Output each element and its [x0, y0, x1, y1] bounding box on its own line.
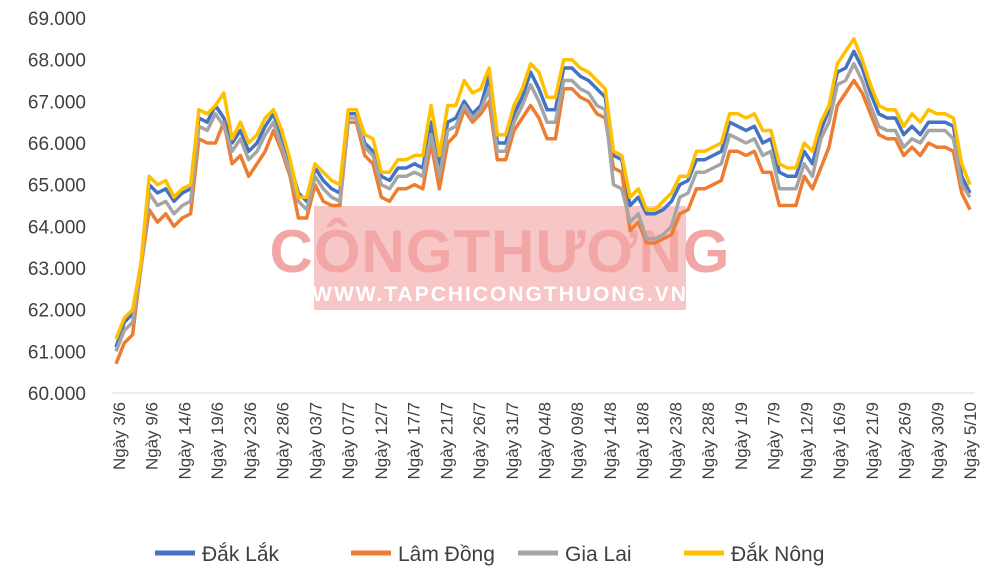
legend-label: Đắk Lắk: [202, 543, 280, 566]
x-tick-label: Ngày 31/7: [503, 402, 522, 480]
legend-label: Đắk Nông: [731, 543, 824, 566]
x-tick-label: Ngày 21/7: [437, 402, 456, 480]
x-tick-label: Ngày 14/6: [175, 402, 194, 480]
y-tick-label: 64.000: [28, 217, 86, 238]
x-tick-label: Ngày 16/9: [830, 402, 849, 480]
x-tick-label: Ngày 26/7: [470, 402, 489, 480]
series-line-3: [114, 37, 972, 340]
x-tick-label: Ngày 17/7: [405, 402, 424, 480]
x-tick-label: Ngày 04/8: [536, 402, 555, 480]
series-line-2: [114, 62, 972, 352]
x-tick-label: Ngày 09/8: [568, 402, 587, 480]
legend-label: Gia Lai: [565, 543, 632, 566]
series-line-0: [114, 49, 972, 348]
y-axis: 60.000 61.000 62.000 63.000 64.000 65.000 66.0…: [28, 9, 86, 405]
watermark-box: [314, 206, 686, 310]
y-tick-label: 67.000: [28, 92, 86, 113]
y-tick-label: 65.000: [28, 176, 86, 197]
x-tick-label: Ngày 19/6: [208, 402, 227, 480]
x-tick-label: Ngày 28/6: [274, 402, 293, 480]
legend: Đắk Lắk Lâm Đồng Gia Lai Đắk Nông: [155, 543, 824, 566]
y-tick-label: 60.000: [28, 384, 86, 405]
x-tick-label: Ngày 26/9: [896, 402, 915, 480]
watermark-url: WWW.TAPCHICONGTHUONG.VN: [312, 283, 688, 306]
x-tick-label: Ngày 3/6: [110, 402, 129, 470]
x-tick-label: Ngày 18/8: [634, 402, 653, 480]
x-tick-label: Ngày 5/10: [961, 402, 980, 480]
y-tick-label: 63.000: [28, 259, 86, 280]
x-tick-label: Ngày 23/6: [241, 402, 260, 480]
x-tick-label: Ngày 07/7: [339, 402, 358, 480]
y-tick-label: 62.000: [28, 301, 86, 322]
series-group: [114, 37, 972, 365]
watermark: CÔNGTHƯƠNG WWW.TAPCHICONGTHUONG.VN: [270, 206, 731, 310]
watermark-title: CÔNGTHƯƠNG: [270, 218, 731, 285]
x-tick-label: Ngày 21/9: [863, 402, 882, 480]
y-tick-label: 68.000: [28, 51, 86, 72]
y-tick-label: 61.000: [28, 342, 86, 363]
series-line-1: [114, 78, 972, 365]
y-tick-label: 69.000: [28, 9, 86, 30]
x-tick-label: Ngày 9/6: [143, 402, 162, 470]
x-tick-label: Ngày 23/8: [666, 402, 685, 480]
x-tick-label: Ngày 03/7: [306, 402, 325, 480]
x-tick-label: Ngày 30/9: [928, 402, 947, 480]
x-tick-label: Ngày 28/8: [699, 402, 718, 480]
x-axis: Ngày 3/6 Ngày 9/6 Ngày 14/6 Ngày 19/6 Ngày 2…: [110, 392, 980, 480]
x-tick-label: Ngày 14/8: [601, 402, 620, 480]
legend-label: Lâm Đồng: [398, 543, 495, 566]
y-tick-label: 66.000: [28, 134, 86, 155]
x-tick-label: Ngày 1/9: [732, 402, 751, 470]
x-tick-label: Ngày 7/9: [765, 402, 784, 470]
x-tick-label: Ngày 12/7: [372, 402, 391, 480]
x-tick-label: Ngày 12/9: [797, 402, 816, 480]
